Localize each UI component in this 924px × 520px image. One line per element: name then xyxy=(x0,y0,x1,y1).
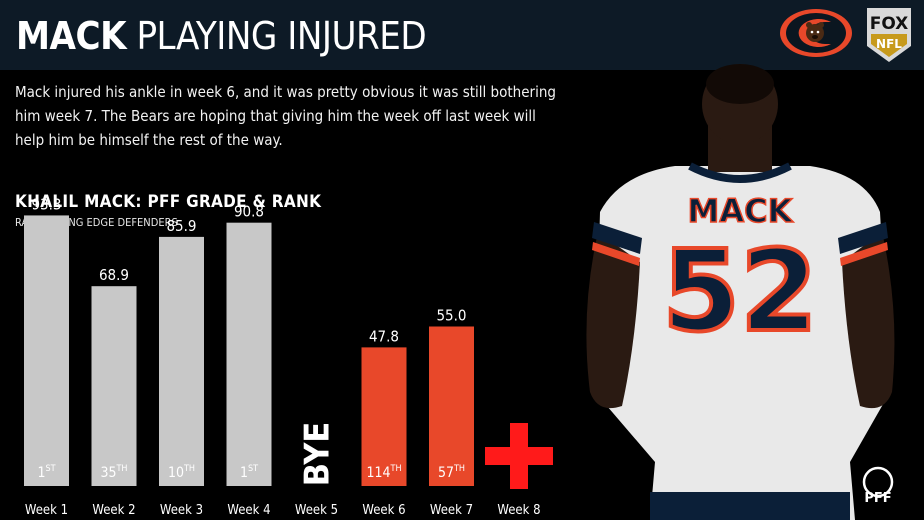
header-bar xyxy=(0,0,924,70)
bar-4 xyxy=(226,222,272,486)
jersey-name: MACK xyxy=(688,192,794,230)
value-label-2: 68.9 xyxy=(99,266,129,284)
red-cross-icon-bar xyxy=(485,447,553,465)
fox-nfl-logo-icon: FOX NFL xyxy=(867,8,911,62)
page-title: MACK PLAYING INJURED xyxy=(16,14,427,58)
value-label-6: 47.8 xyxy=(369,327,399,345)
player-image: MACK 52 PFF xyxy=(586,64,895,520)
pff-logo-text: PFF xyxy=(864,491,891,506)
jersey-number: 52 xyxy=(662,227,818,357)
description-text: Mack injured his ankle in week 6, and it… xyxy=(15,83,556,149)
rank-label-3: 10TH xyxy=(168,464,195,481)
bar-3 xyxy=(159,236,204,486)
fox-text: FOX xyxy=(870,14,909,34)
rank-label-6: 114TH xyxy=(366,464,401,481)
nfl-text: NFL xyxy=(876,37,902,51)
value-label-3: 85.9 xyxy=(166,217,196,235)
title-rest: PLAYING INJURED xyxy=(136,14,427,58)
x-tick-label-5: Week 5 xyxy=(295,503,338,518)
rank-label-1: 1ST xyxy=(37,464,55,481)
x-tick-label-3: Week 3 xyxy=(160,503,203,518)
bears-logo-icon xyxy=(780,9,852,57)
value-label-1: 93.3 xyxy=(31,195,61,213)
x-tick-label-7: Week 7 xyxy=(430,503,473,518)
value-label-7: 55.0 xyxy=(436,307,466,325)
x-tick-label-1: Week 1 xyxy=(25,503,68,518)
pff-logo-icon xyxy=(862,466,894,498)
bar-6 xyxy=(361,347,407,486)
x-tick-label-4: Week 4 xyxy=(227,503,270,518)
bar-7 xyxy=(429,326,474,486)
title-bold: MACK xyxy=(16,14,127,58)
bye-label: BYE xyxy=(298,422,338,487)
bar-2 xyxy=(91,286,137,486)
bar-1 xyxy=(24,215,69,486)
x-tick-label-8: Week 8 xyxy=(497,503,540,518)
value-label-4: 90.8 xyxy=(234,203,264,221)
chart-title: KHALIL MACK: PFF GRADE & RANK xyxy=(15,192,322,212)
rank-label-2: 35TH xyxy=(100,464,127,481)
rank-label-4: 1ST xyxy=(240,464,258,481)
x-tick-label-2: Week 2 xyxy=(92,503,135,518)
x-tick-label-6: Week 6 xyxy=(362,503,405,518)
rank-label-7: 57TH xyxy=(438,464,465,481)
